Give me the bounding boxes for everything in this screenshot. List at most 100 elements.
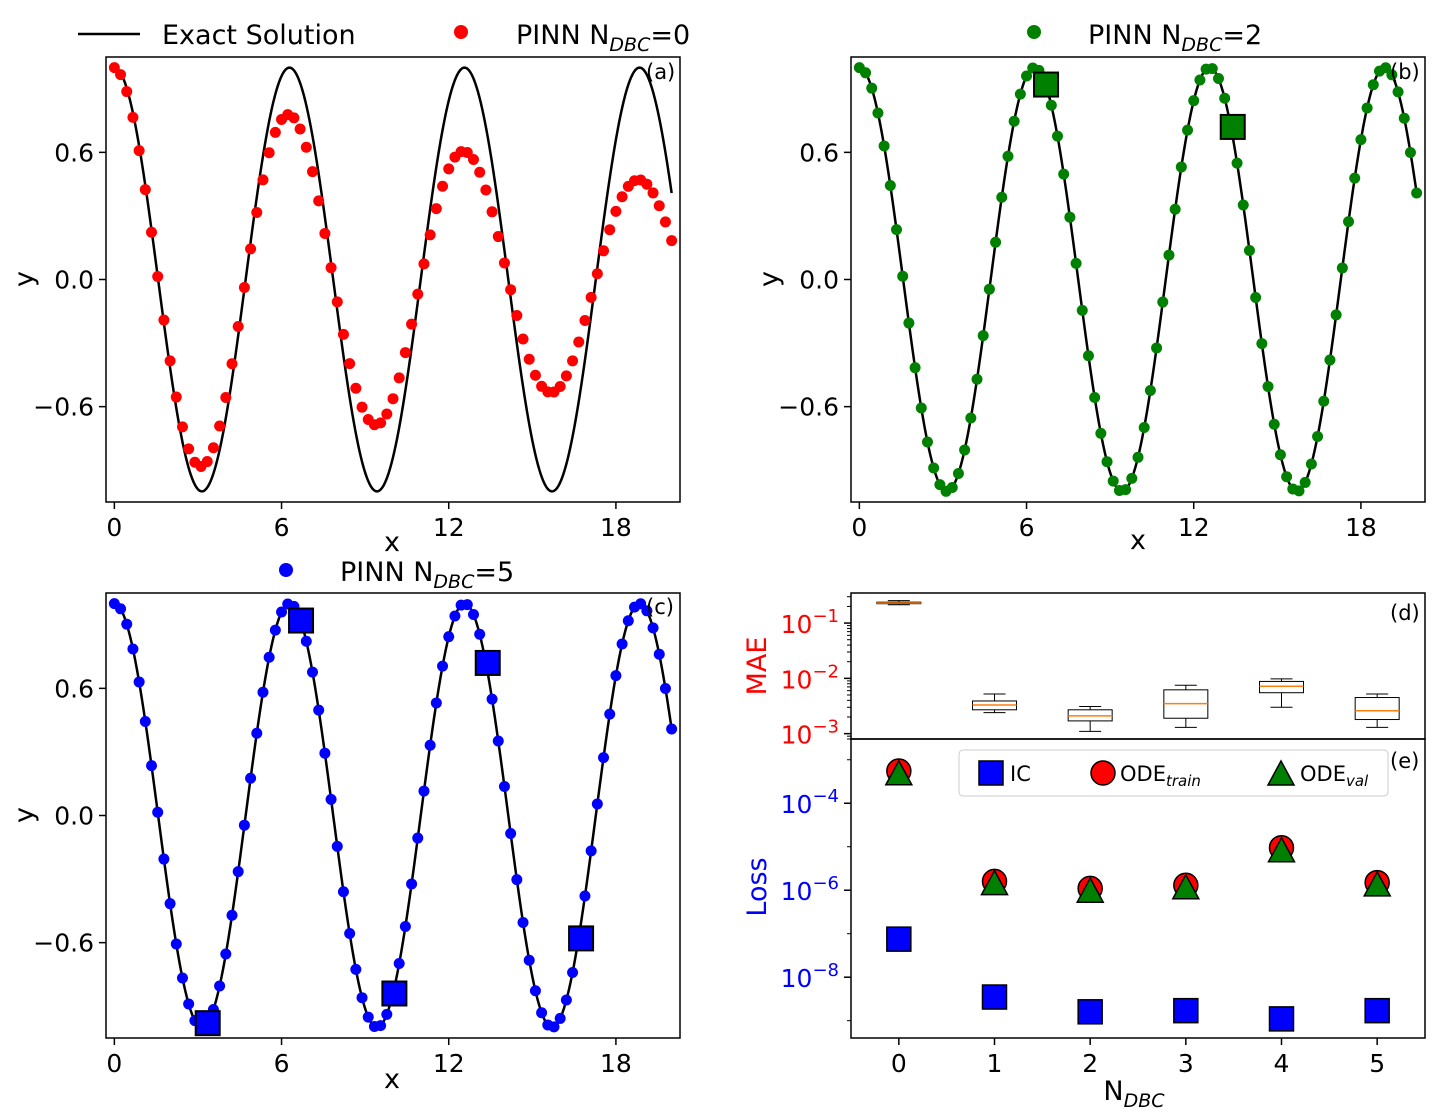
y-tick-label: 10−8: [781, 960, 839, 993]
x-tick-label: 3: [1178, 1049, 1194, 1078]
ode-val-point: [1075, 876, 1105, 903]
pinn-point: [480, 184, 492, 196]
box: [1354, 697, 1400, 721]
pinn-point: [307, 666, 318, 678]
pinn-point: [616, 191, 628, 203]
pinn-point: [579, 890, 591, 902]
pinn-point: [891, 224, 903, 236]
pinn-point: [127, 643, 139, 655]
panel-b-xlabel: x: [1130, 525, 1146, 556]
pinn-point: [1132, 451, 1144, 463]
ic-point: [1077, 999, 1103, 1025]
pinn-point: [474, 628, 486, 640]
pinn-point: [1169, 203, 1181, 215]
panel-d-label: (d): [1390, 601, 1420, 625]
panel-e-xlabel: NDBC: [1103, 1076, 1165, 1112]
pinn-point: [170, 938, 182, 950]
pinn-point: [461, 599, 473, 611]
panel-b-frame: [850, 56, 1426, 503]
pinn-point: [226, 358, 238, 370]
legend-c: PINN NDBC=5: [279, 557, 514, 593]
pinn-point: [158, 314, 170, 326]
pinn-point: [1243, 245, 1255, 257]
pinn-point: [579, 314, 591, 326]
pinn-point: [1120, 484, 1132, 496]
pinn-point: [554, 1012, 566, 1024]
x-tick-label: 12: [433, 513, 465, 542]
ic-point: [1173, 997, 1199, 1024]
x-tick-label: 2: [1082, 1049, 1098, 1078]
pinn-point: [412, 832, 424, 844]
pinn-point: [387, 393, 399, 405]
pinn-point: [921, 436, 933, 448]
x-tick-label: 0: [106, 513, 122, 542]
pinn-point: [1206, 63, 1218, 75]
pinn-point: [1355, 134, 1367, 146]
pinn-point: [641, 605, 653, 617]
pinn-point: [1213, 73, 1224, 85]
pinn-point: [529, 985, 541, 997]
x-tick-label: 12: [433, 1049, 465, 1078]
exact-solution-line: [114, 602, 673, 1029]
tick-exponent: −1: [812, 606, 839, 627]
pinn-point: [1274, 449, 1286, 461]
pinn-point: [567, 355, 579, 367]
pinn-point: [406, 878, 418, 890]
legend-pinn5-label: PINN NDBC=5: [340, 557, 514, 593]
legend-ic-marker: [978, 760, 1004, 786]
pinn-point: [393, 372, 405, 384]
pinn-point: [622, 615, 634, 627]
x-tick-label: 12: [1178, 513, 1210, 542]
pinn-point: [276, 606, 288, 618]
pinn-point: [1324, 354, 1336, 366]
pinn-point: [257, 174, 269, 186]
pinn-point: [121, 86, 133, 98]
pinn-point: [468, 609, 479, 621]
pinn-point: [121, 618, 133, 630]
y-tick-label: 10−4: [781, 786, 839, 819]
pinn-point: [1021, 70, 1033, 82]
pinn-point: [1411, 187, 1423, 199]
pinn-point: [1256, 338, 1268, 350]
ic-point: [886, 926, 912, 952]
x-tick-label: 6: [274, 513, 290, 542]
pinn-point: [170, 391, 182, 403]
pinn-point: [666, 723, 678, 735]
pinn-point: [331, 296, 343, 308]
tick-exponent: −3: [812, 717, 839, 738]
pinn-point: [375, 417, 387, 429]
legend-pinn2-marker: [1027, 25, 1041, 39]
pinn-point: [486, 693, 498, 705]
pinn-point: [344, 927, 356, 939]
pinn-point: [659, 216, 671, 228]
panel-e-ylabel: Loss: [742, 857, 773, 916]
pinn-point: [1101, 456, 1113, 468]
pinn-point: [1014, 88, 1026, 100]
pinn-point: [176, 972, 188, 984]
pinn-point: [990, 236, 1002, 248]
pinn-point: [245, 772, 257, 784]
pinn-point: [443, 631, 455, 643]
dbc-point: [194, 1010, 221, 1037]
ode-val-point: [980, 869, 1009, 896]
pinn-point: [449, 610, 461, 622]
y-tick-label: 0.0: [54, 802, 94, 831]
pinn-point: [220, 392, 232, 404]
pinn-point: [406, 318, 418, 330]
pinn-point: [220, 948, 232, 960]
ode-val-point: [1171, 873, 1201, 900]
ode-val-point: [884, 759, 914, 786]
pinn-point: [1392, 86, 1404, 98]
tick-base: 10: [781, 721, 813, 750]
pinn-point: [983, 283, 995, 295]
pinn-point: [269, 126, 281, 138]
pinn-point: [517, 917, 529, 929]
pinn-point: [1138, 422, 1150, 434]
panel-c-xlabel: x: [384, 1064, 400, 1095]
pinn-point: [362, 1011, 374, 1023]
pinn-point: [604, 224, 616, 236]
pinn-point: [517, 333, 529, 345]
pinn-point: [1002, 150, 1014, 162]
pinn-point: [1330, 309, 1342, 321]
pinn-point: [319, 227, 331, 239]
